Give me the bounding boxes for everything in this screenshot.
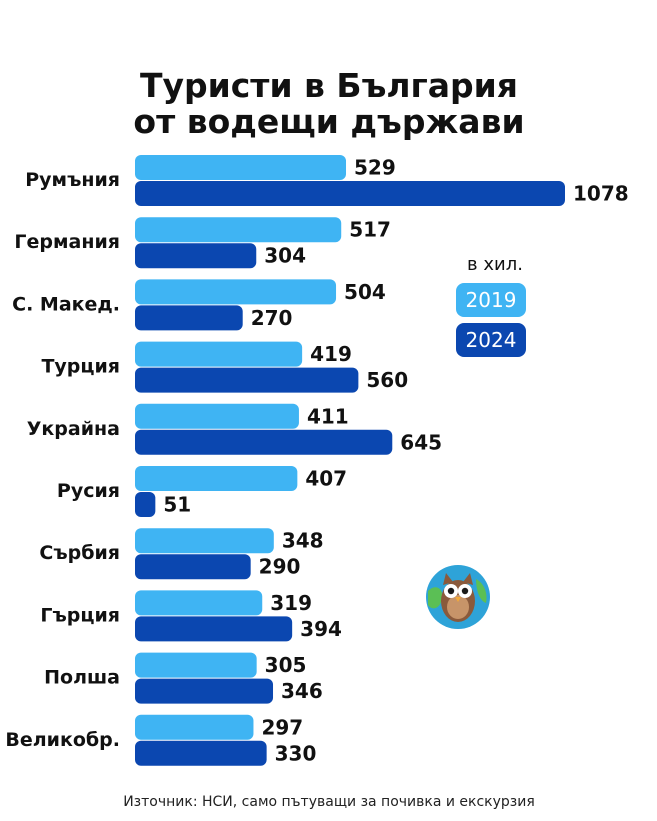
globe-land: [428, 587, 443, 609]
data-label-2024: 270: [251, 306, 293, 330]
category-label: Сърбия: [39, 542, 120, 564]
bar-2024: [135, 305, 243, 331]
bar-2019: [135, 590, 263, 616]
value-labels: 5291078517304504270419560411645407513482…: [163, 156, 628, 766]
unit-label: в хил.: [467, 254, 523, 275]
owl-globe-icon: [426, 565, 490, 629]
bar-2024: [135, 678, 274, 704]
owl-pupil-right: [461, 587, 469, 595]
bar-2024: [135, 554, 251, 580]
data-label-2019: 319: [270, 591, 312, 615]
chart-title-line-1: Туристи в България: [140, 66, 518, 105]
globe-land: [476, 579, 487, 603]
data-label-2019: 504: [344, 280, 386, 304]
data-label-2019: 411: [307, 404, 349, 428]
data-label-2019: 529: [354, 156, 396, 180]
bar-2019: [135, 217, 342, 243]
bar-2024: [135, 181, 565, 206]
bar-2024: [135, 243, 257, 269]
bar-2019: [135, 403, 299, 429]
bar-2019: [135, 652, 257, 678]
data-label-2024: 1078: [573, 182, 629, 206]
legend-label-2024: 2024: [466, 328, 517, 352]
category-label: С. Макед.: [12, 293, 120, 315]
bar-2024: [135, 740, 267, 766]
data-label-2024: 290: [259, 555, 301, 579]
source-note: Източник: НСИ, само пътуващи за почивка …: [123, 794, 535, 810]
data-label-2019: 297: [261, 715, 303, 739]
category-label: Украйна: [27, 418, 120, 440]
owl-ear: [463, 573, 473, 585]
data-label-2024: 304: [264, 244, 306, 268]
chart-title: Туристи в България от водещи държави: [133, 66, 524, 141]
chart-title-line-2: от водещи държави: [133, 102, 524, 141]
data-label-2024: 346: [281, 679, 323, 703]
category-label: Русия: [57, 480, 120, 502]
category-labels: Румъния Германия С. Макед. Турция Украйна Рус…: [5, 169, 120, 751]
legend-swatch-2024: [456, 323, 526, 357]
data-label-2024: 394: [300, 617, 342, 641]
category-label: Великобр.: [5, 729, 120, 751]
bar-2024: [135, 429, 393, 455]
bar-2019: [135, 155, 347, 180]
legend-label-2019: 2019: [466, 288, 517, 312]
bar-2024: [135, 492, 156, 517]
data-label-2019: 348: [282, 529, 324, 553]
bar-2019: [135, 466, 298, 491]
data-label-2019: 517: [349, 218, 391, 242]
owl-belly: [447, 595, 469, 619]
category-label: Турция: [41, 356, 120, 378]
owl-beak: [455, 597, 461, 602]
data-label-2024: 330: [275, 741, 317, 765]
category-label: Германия: [14, 231, 120, 253]
owl-pupil-left: [447, 587, 455, 595]
owl-ear: [443, 573, 453, 585]
data-label-2019: 419: [310, 342, 352, 366]
bar-2024: [135, 616, 293, 642]
bar-2024: [135, 367, 359, 393]
bar-2019: [135, 714, 254, 740]
data-label-2024: 645: [400, 430, 442, 454]
data-label-2024: 51: [163, 493, 191, 517]
category-label: Гърция: [40, 604, 120, 626]
data-label-2019: 407: [305, 467, 347, 491]
bar-2019: [135, 279, 337, 305]
data-label-2019: 305: [265, 653, 307, 677]
bar-2019: [135, 528, 274, 554]
legend: в хил. 2019 2024: [456, 254, 526, 357]
data-label-2024: 560: [366, 368, 408, 392]
category-label: Румъния: [25, 169, 120, 191]
bars-group: [135, 155, 565, 766]
legend-swatch-2019: [456, 283, 526, 317]
category-label: Полша: [44, 667, 120, 689]
bar-2019: [135, 341, 303, 367]
